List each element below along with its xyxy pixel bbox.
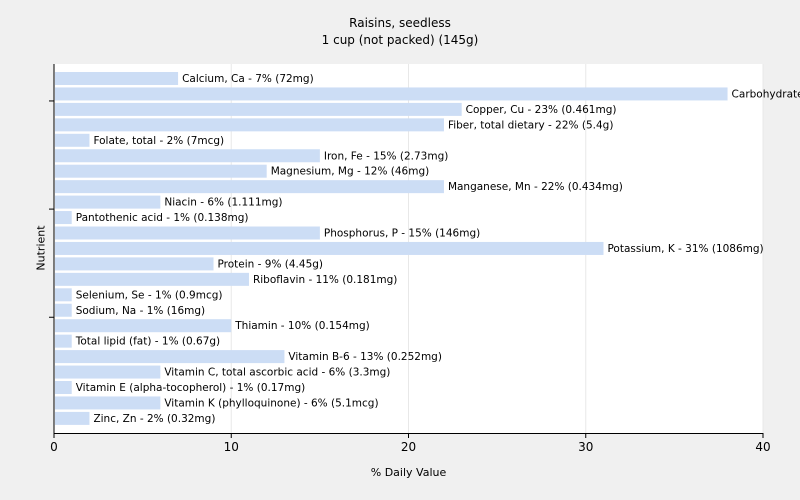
bar [55, 195, 161, 209]
x-tick-label: 10 [224, 440, 239, 454]
bar [55, 396, 161, 410]
bar [55, 350, 285, 364]
bar [55, 241, 604, 255]
bar-label: Protein - 9% (4.45g) [218, 258, 324, 270]
bar [55, 72, 179, 85]
bar-label: Selenium, Se - 1% (0.9mcg) [76, 289, 223, 301]
bar-label: Vitamin C, total ascorbic acid - 6% (3.3… [164, 367, 390, 379]
bar [55, 133, 90, 147]
x-axis-label: % Daily Value [370, 466, 447, 479]
y-axis-label: Nutrient [34, 225, 48, 271]
bar [55, 319, 232, 333]
bar-label: Phosphorus, P - 15% (146mg) [324, 228, 480, 240]
chart-subtitle: 1 cup (not packed) (145g) [321, 33, 479, 47]
bar [55, 149, 320, 163]
x-tick-label: 30 [578, 440, 593, 454]
x-tick-label: 20 [401, 440, 416, 454]
bar [55, 257, 214, 271]
bar [55, 303, 72, 317]
bar [55, 334, 72, 348]
bar [55, 102, 462, 116]
bar [55, 87, 728, 101]
bar-label: Riboflavin - 11% (0.181mg) [253, 274, 397, 286]
bar-label: Vitamin K (phylloquinone) - 6% (5.1mcg) [164, 397, 378, 409]
bar [55, 272, 249, 286]
bar-label: Thiamin - 10% (0.154mg) [234, 320, 370, 332]
bar-label: Carbohydrates - 38% (114.81g) [732, 88, 800, 100]
bar [55, 180, 444, 194]
bar [55, 211, 72, 225]
bar-label: Total lipid (fat) - 1% (0.67g) [75, 336, 220, 348]
chart-title: Raisins, seedless [349, 16, 451, 30]
bar [55, 288, 72, 302]
x-tick-label: 0 [50, 440, 58, 454]
bar-label: Folate, total - 2% (7mcg) [93, 135, 224, 147]
bar-label: Fiber, total dietary - 22% (5.4g) [448, 119, 613, 131]
bar-label: Niacin - 6% (1.111mg) [164, 197, 282, 209]
bar [55, 381, 72, 394]
bar [55, 118, 444, 132]
bar-label: Vitamin E (alpha-tocopherol) - 1% (0.17m… [76, 382, 306, 394]
bar [55, 226, 320, 240]
bar-label: Copper, Cu - 23% (0.461mg) [466, 104, 617, 116]
bar-label: Calcium, Ca - 7% (72mg) [182, 73, 314, 85]
bar [55, 411, 90, 425]
bar-label: Manganese, Mn - 22% (0.434mg) [448, 181, 623, 193]
bar-label: Pantothenic acid - 1% (0.138mg) [76, 212, 249, 224]
bar-label: Magnesium, Mg - 12% (46mg) [271, 166, 430, 178]
bar-label: Potassium, K - 31% (1086mg) [607, 243, 763, 255]
bar-label: Sodium, Na - 1% (16mg) [76, 305, 205, 317]
x-tick-label: 40 [755, 440, 770, 454]
bar-label: Zinc, Zn - 2% (0.32mg) [93, 413, 215, 425]
bar [55, 365, 161, 379]
bar-label: Vitamin B-6 - 13% (0.252mg) [288, 351, 442, 363]
bar-label: Iron, Fe - 15% (2.73mg) [324, 150, 448, 162]
bar [55, 164, 267, 178]
